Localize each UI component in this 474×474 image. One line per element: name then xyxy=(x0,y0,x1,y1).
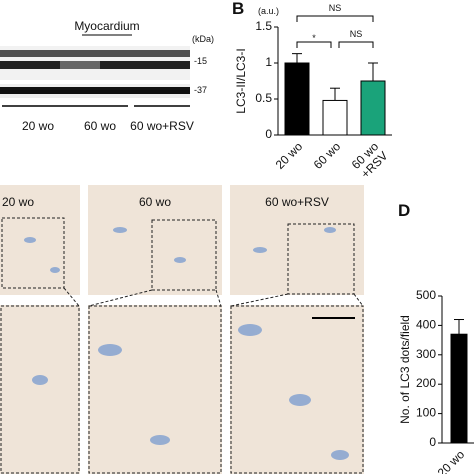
group-label: 20 wo xyxy=(22,119,54,133)
micrographs xyxy=(0,185,364,474)
y-tick-label: 300 xyxy=(416,347,436,361)
western-blot xyxy=(0,34,190,107)
panel-label: B xyxy=(232,0,244,18)
unit-label: (kDa) xyxy=(192,34,214,44)
x-tick-label: 20 wo xyxy=(435,447,468,474)
bar xyxy=(322,99,348,136)
x-tick-label: 20 wo xyxy=(273,139,306,172)
bar xyxy=(450,333,468,444)
x-tick-label: 60 wo+RSV xyxy=(349,139,391,181)
y-tick-label: 200 xyxy=(416,376,436,390)
bar xyxy=(360,80,386,136)
x-tick-label: 60 wo xyxy=(311,139,344,172)
y-tick-label: 400 xyxy=(416,318,436,332)
y-tick-label: 1 xyxy=(265,55,272,69)
micrograph-label: 60 wo+RSV xyxy=(265,195,329,209)
y-tick-label: 500 xyxy=(416,288,436,302)
y-axis-label: LC3-II/LC3-I xyxy=(234,48,248,113)
y-axis-label: No. of LC3 dots/field xyxy=(398,315,412,424)
significance-label: NS xyxy=(350,29,363,39)
y-tick-label: 100 xyxy=(416,406,436,420)
significance-bracket xyxy=(296,41,332,48)
significance-label: NS xyxy=(329,3,342,13)
significance-label: * xyxy=(312,33,316,43)
panel-label: D xyxy=(398,201,410,220)
y-tick-label: 0.5 xyxy=(255,91,272,105)
tissue-label: Myocardium xyxy=(74,19,139,33)
y-tick-label: 1.5 xyxy=(255,19,272,33)
micrograph-label: 60 wo xyxy=(139,195,171,209)
marker-label: -15 xyxy=(194,56,207,66)
significance-bracket xyxy=(338,41,374,48)
unit-label: (a.u.) xyxy=(258,6,279,16)
significance-bracket xyxy=(296,15,374,22)
marker-label: -37 xyxy=(194,85,207,95)
group-label: 60 wo+RSV xyxy=(130,119,194,133)
bar xyxy=(284,62,310,136)
micrograph-label: 20 wo xyxy=(2,195,34,209)
y-tick-label: 0 xyxy=(265,127,272,141)
group-label: 60 wo xyxy=(84,119,116,133)
y-tick-label: 0 xyxy=(429,435,436,449)
